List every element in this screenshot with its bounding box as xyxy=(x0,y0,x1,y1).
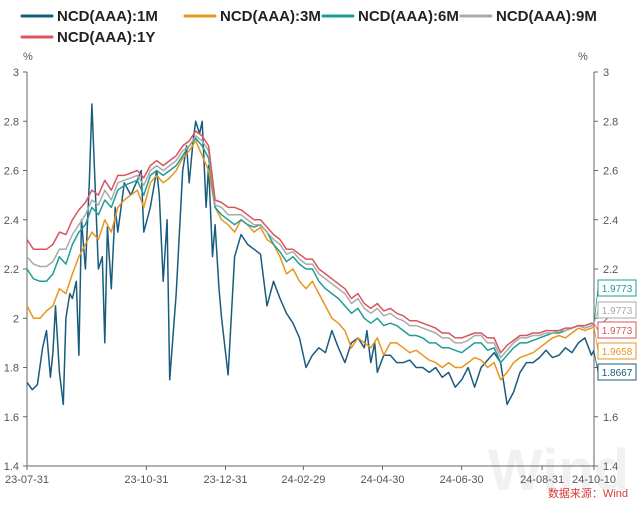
y-tick-label-right: 2.8 xyxy=(603,116,618,128)
x-tick-label: 23-07-31 xyxy=(5,474,49,486)
end-label-box xyxy=(597,279,637,297)
series-line-0 xyxy=(26,103,595,406)
end-label-value: 1.9773 xyxy=(602,306,633,317)
end-label-value: 1.9773 xyxy=(602,326,633,337)
end-label-leader xyxy=(593,309,599,324)
y-tick-label-left: 2.6 xyxy=(4,166,19,178)
y-tick-label-left: 1.8 xyxy=(4,363,19,375)
series-line-4 xyxy=(26,130,595,354)
legend-label-1: NCD(AAA):3M xyxy=(220,8,321,25)
x-tick-label: 23-12-31 xyxy=(203,474,247,486)
end-label-leader xyxy=(593,326,599,352)
end-label-box xyxy=(597,342,637,360)
end-label-leader xyxy=(593,323,599,331)
series-lines xyxy=(26,103,595,406)
y-tick-label-left: 1.6 xyxy=(4,412,19,424)
y-tick-label-right: 2.2 xyxy=(603,264,618,276)
legend-label-4: NCD(AAA):1Y xyxy=(57,29,155,46)
y-tick-label-right: 3 xyxy=(603,67,609,79)
legend-label-3: NCD(AAA):9M xyxy=(496,8,597,25)
end-label-value: 1.9773 xyxy=(602,284,633,295)
y-tick-label-left: 3 xyxy=(13,67,19,79)
end-label-value: 1.8667 xyxy=(602,368,633,379)
series-line-2 xyxy=(26,137,595,364)
y-tick-label-right: 1.4 xyxy=(603,461,618,473)
end-label-box xyxy=(597,363,637,381)
series-line-1 xyxy=(26,140,595,381)
left-unit-label: % xyxy=(23,51,33,63)
series-line-3 xyxy=(26,135,595,359)
y-tick-label-left: 2.2 xyxy=(4,264,19,276)
end-label-leader xyxy=(593,287,599,324)
watermark: Wind xyxy=(488,438,629,503)
y-tick-label-left: 2.8 xyxy=(4,116,19,128)
x-tick-label: 24-10-10 xyxy=(572,474,616,486)
x-tick-label: 24-04-30 xyxy=(360,474,404,486)
y-tick-label-right: 1.6 xyxy=(603,412,618,424)
x-tick-label: 24-06-30 xyxy=(440,474,484,486)
y-ticks: 1.41.41.61.61.81.8222.22.22.42.42.62.62.… xyxy=(4,67,619,473)
x-tick-label: 24-02-29 xyxy=(281,474,325,486)
y-tick-label-left: 2 xyxy=(13,313,19,325)
end-label-box xyxy=(597,301,637,319)
x-tick-label: 23-10-31 xyxy=(124,474,168,486)
x-ticks: 23-07-31 23-10-31 23-12-31 24-02-29 24-04-30… xyxy=(5,466,616,486)
end-label-box xyxy=(597,321,637,339)
legend: NCD(AAA):1M NCD(AAA):3M NCD(AAA):6M NCD(AAA… xyxy=(20,8,597,46)
y-tick-label-right: 2.4 xyxy=(603,215,618,227)
legend-label-0: NCD(AAA):1M xyxy=(57,8,158,25)
legend-label-2: NCD(AAA):6M xyxy=(358,8,459,25)
y-tick-label-right: 2.6 xyxy=(603,166,618,178)
end-labels: 1.9773 1.9773 1.9773 1.9658 1.8667 xyxy=(593,279,637,381)
y-tick-label-right: 2 xyxy=(603,313,609,325)
source-label: 数据来源：Wind xyxy=(548,486,628,500)
y-tick-label-left: 2.4 xyxy=(4,215,19,227)
end-label-value: 1.9658 xyxy=(602,347,633,358)
watermark-text: Wind xyxy=(488,438,629,503)
y-tick-label-left: 1.4 xyxy=(4,461,19,473)
end-label-leader xyxy=(593,351,599,373)
right-unit-label: % xyxy=(578,51,588,63)
x-tick-label: 24-08-31 xyxy=(520,474,564,486)
